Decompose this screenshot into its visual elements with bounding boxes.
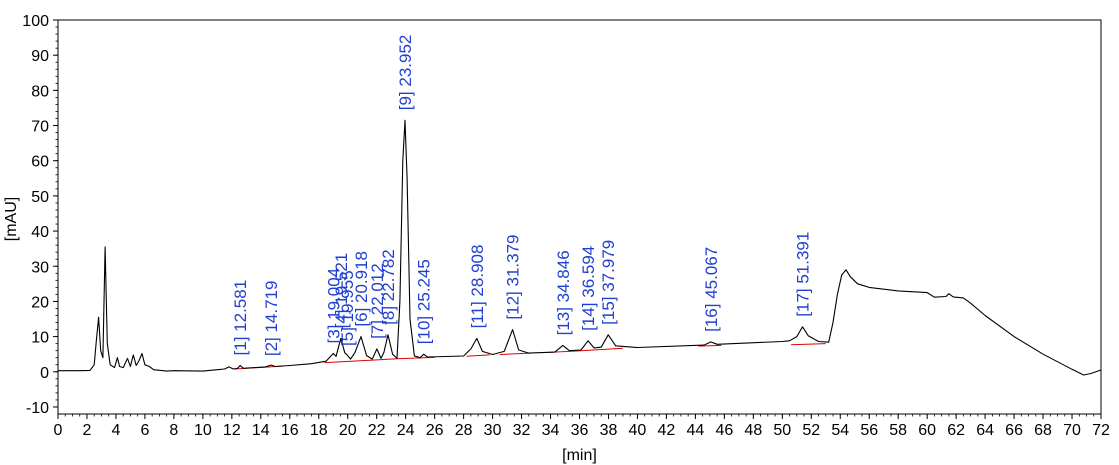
x-tick-label: 24 [397,422,415,439]
x-tick-label: 22 [368,422,386,439]
peak-label: [15] 37.979 [599,240,618,325]
x-tick-label: 56 [860,422,878,439]
x-tick-label: 60 [918,422,936,439]
x-tick-label: 46 [715,422,733,439]
y-axis-title: [mAU] [3,197,20,241]
peak-label: [13] 34.846 [554,250,573,335]
x-tick-label: 70 [1063,422,1081,439]
baseline-segment [499,352,531,356]
baseline-segment [790,343,826,346]
x-tick-label: 64 [976,422,994,439]
peak-label: [17] 51.391 [793,232,812,317]
peak-label: [8] 22.782 [379,249,398,325]
plot-frame [57,19,1102,415]
chromatogram-trace [58,119,1102,376]
x-tick-label: 72 [1092,422,1110,439]
baseline-segment [466,354,490,357]
baseline-group [234,343,826,370]
x-axis-title: [min] [562,447,597,464]
x-tick-label: 36 [571,422,589,439]
x-tick-label: 40 [629,422,647,439]
trace-group [58,119,1102,376]
x-tick-label: 18 [310,422,328,439]
x-tick-label: 20 [339,422,357,439]
x-tick-label: 12 [223,422,241,439]
x-tick-label: 66 [1005,422,1023,439]
x-tick-label: 14 [252,422,270,439]
x-tick-label: 8 [169,422,178,439]
y-tick-label: 0 [40,365,49,382]
y-tick-label: 10 [31,330,49,347]
baseline-segment [576,347,623,352]
peak-labels: [1] 12.581 [2] 14.719 [3] 19.004[4] 19.521… [231,35,812,357]
x-tick-label: 38 [600,422,618,439]
x-tick-label: 26 [426,422,444,439]
y-tick-label: 90 [31,48,49,65]
y-tick-label: -10 [26,400,49,417]
minor-ticks [55,19,1102,417]
y-tick-label: 20 [31,294,49,311]
x-tick-label: 44 [686,422,704,439]
peak-label: [1] 12.581 [231,280,250,356]
peak-label: [14] 36.594 [579,246,598,331]
peak-label: [3] 19.004 [324,268,343,344]
peak-label: [6] 20.918 [352,251,371,327]
x-tick-label: 28 [455,422,473,439]
x-tick-label: 0 [54,422,63,439]
peak-label: [9] 23.952 [396,35,415,111]
peak-label: [2] 14.719 [262,281,281,357]
x-tick-label: 16 [281,422,299,439]
baseline-segment [698,344,722,347]
x-tick-label: 10 [194,422,212,439]
y-tick-label: 40 [31,224,49,241]
plot-frame-group [57,19,1102,415]
x-tick-label: 52 [802,422,820,439]
y-tick-label: 100 [22,13,49,30]
baseline-segment [324,358,398,364]
y-tick-label: 70 [31,119,49,136]
y-tick-label: 60 [31,154,49,171]
x-axis: 0 2 4 6 8 10 12 14 16 18 20 22 24 26 28 30 32 34 36 38 40 42 4… [54,414,1110,439]
y-tick-label: 50 [31,189,49,206]
x-tick-label: 30 [484,422,502,439]
x-tick-label: 32 [513,422,531,439]
x-tick-label: 2 [83,422,92,439]
x-tick-label: 6 [140,422,149,439]
x-tick-label: 48 [744,422,762,439]
peak-label: [4] 19.521 [332,253,351,329]
x-tick-label: 68 [1034,422,1052,439]
x-tick-label: 34 [542,422,560,439]
y-tick-label: 30 [31,259,49,276]
y-tick-label: 80 [31,83,49,100]
x-tick-label: 54 [831,422,849,439]
peak-label: [10] 25.245 [415,259,434,344]
x-tick-label: 42 [658,422,676,439]
peak-label: [12] 31.379 [504,234,523,319]
peak-label: [11] 28.908 [468,245,487,329]
x-tick-label: 62 [947,422,965,439]
peak-label: [7] 22.012 [368,263,387,339]
x-tick-label: 4 [111,422,120,439]
x-tick-label: 50 [773,422,791,439]
peak-label: [5] 19.955 [338,270,357,346]
baseline-segment [396,356,435,360]
x-tick-label: 58 [889,422,907,439]
peak-label: [16] 45.067 [702,247,721,332]
y-axis: -10 0 10 20 30 40 50 60 70 80 90 100 [22,13,58,417]
